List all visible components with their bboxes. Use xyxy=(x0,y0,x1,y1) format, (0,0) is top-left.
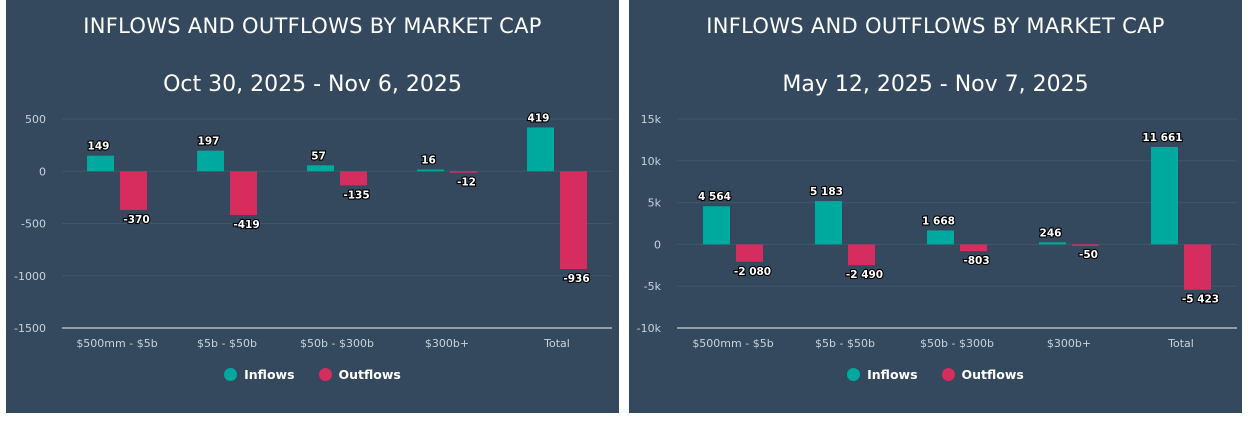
inflow-bar xyxy=(927,230,954,245)
x-tick-label: $5b - $50b xyxy=(815,337,875,350)
outflows-swatch xyxy=(318,368,332,381)
chart-title: INFLOWS AND OUTFLOWS BY MARKET CAP xyxy=(83,14,542,38)
data-label: -50 xyxy=(1079,249,1098,261)
y-tick-label: 0 xyxy=(39,165,46,178)
chart-subtitle: May 12, 2025 - Nov 7, 2025 xyxy=(782,72,1089,97)
outflows-swatch xyxy=(941,368,955,381)
data-label: -370 xyxy=(123,214,149,226)
y-tick-label: -5k xyxy=(644,280,662,293)
outflow-bar xyxy=(736,244,763,262)
inflow-bar xyxy=(417,169,444,172)
data-label: 4 564 xyxy=(698,191,731,203)
legend-item-outflows[interactable]: Outflows xyxy=(318,367,401,382)
legend-item-inflows[interactable]: Inflows xyxy=(224,367,295,382)
inflow-bar xyxy=(527,127,554,172)
data-label: -936 xyxy=(563,273,589,285)
legend-label: Inflows xyxy=(867,367,918,382)
data-label: 149 xyxy=(88,141,110,153)
y-tick-label: -1500 xyxy=(14,322,46,335)
y-tick-label: 10k xyxy=(641,155,662,168)
x-tick-label: $50b - $300b xyxy=(300,337,374,350)
legend-item-inflows[interactable]: Inflows xyxy=(847,367,918,382)
data-label: -419 xyxy=(233,219,259,231)
data-label: 11 661 xyxy=(1142,132,1182,144)
data-label: -5 423 xyxy=(1182,294,1219,306)
y-tick-label: -500 xyxy=(21,218,46,231)
data-label: 197 xyxy=(198,136,220,148)
inflows-swatch xyxy=(224,368,238,381)
x-tick-label: $500mm - $5b xyxy=(76,337,157,350)
outflow-bar xyxy=(120,171,147,210)
inflow-bar xyxy=(197,150,224,172)
data-label: 5 183 xyxy=(810,186,843,198)
data-label: 419 xyxy=(528,112,550,124)
chart-svg: 500 0 -500 -1000 -1500 $500mm - $5b 149 -370 $5b… xyxy=(14,111,612,350)
x-tick-label: $5b - $50b xyxy=(197,337,257,350)
chart-title: INFLOWS AND OUTFLOWS BY MARKET CAP xyxy=(706,14,1165,38)
legend-label: Inflows xyxy=(244,367,295,382)
legend-label: Outflows xyxy=(338,367,401,382)
x-tick-label: Total xyxy=(543,337,570,350)
data-label: 246 xyxy=(1040,227,1062,239)
chart-panel-period: INFLOWS AND OUTFLOWS BY MARKET CAP May 1… xyxy=(629,0,1242,413)
chart-svg: 15k 10k 5k 0 -5k -10k $500mm - $5b 4 564 -2 080 $… xyxy=(637,113,1237,350)
outflow-bar xyxy=(1072,244,1099,246)
x-tick-label: Total xyxy=(1167,337,1194,350)
inflow-bar xyxy=(87,155,114,172)
x-tick-label: $50b - $300b xyxy=(920,337,994,350)
data-label: -135 xyxy=(343,189,369,201)
outflow-bar xyxy=(848,244,875,266)
data-label: -2 080 xyxy=(734,266,771,278)
outflow-bar xyxy=(1184,244,1211,290)
chart-panel-week: INFLOWS AND OUTFLOWS BY MARKET CAP Oct 3… xyxy=(6,0,619,413)
inflow-bar xyxy=(1039,242,1066,245)
data-label: -12 xyxy=(457,177,476,189)
inflow-bar xyxy=(815,201,842,245)
inflow-bar xyxy=(703,206,730,245)
outflow-bar xyxy=(560,171,587,270)
y-tick-label: 15k xyxy=(641,113,662,126)
x-tick-label: $500mm - $5b xyxy=(692,337,773,350)
outflow-bar xyxy=(960,244,987,252)
y-tick-label: 5k xyxy=(648,197,662,210)
y-tick-label: -10k xyxy=(637,322,662,335)
outflow-bar xyxy=(340,171,367,186)
x-tick-label: $300b+ xyxy=(425,337,469,350)
data-label: 1 668 xyxy=(922,215,955,227)
inflow-bar xyxy=(307,165,334,172)
data-label: -2 490 xyxy=(846,269,883,281)
legend: Inflows Outflows xyxy=(629,367,1242,382)
data-label: 16 xyxy=(421,155,436,167)
y-tick-label: 0 xyxy=(654,238,661,251)
legend-label: Outflows xyxy=(961,367,1024,382)
data-label: 57 xyxy=(311,150,326,162)
data-label: -803 xyxy=(963,255,989,267)
inflows-swatch xyxy=(847,368,861,381)
legend: Inflows Outflows xyxy=(6,367,619,382)
y-tick-label: 500 xyxy=(25,113,46,126)
x-tick-label: $300b+ xyxy=(1047,337,1091,350)
outflow-bar xyxy=(450,171,477,173)
outflow-bar xyxy=(230,171,257,216)
legend-item-outflows[interactable]: Outflows xyxy=(941,367,1024,382)
chart-subtitle: Oct 30, 2025 - Nov 6, 2025 xyxy=(163,72,462,97)
inflow-bar xyxy=(1151,146,1178,245)
y-tick-label: -1000 xyxy=(14,270,46,283)
